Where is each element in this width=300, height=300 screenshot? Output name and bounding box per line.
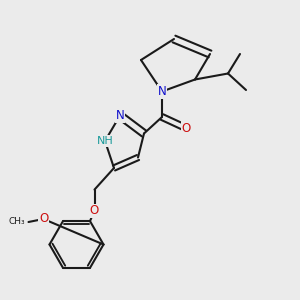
Text: N: N xyxy=(158,85,166,98)
Text: N: N xyxy=(116,109,124,122)
Text: NH: NH xyxy=(97,136,113,146)
Text: O: O xyxy=(182,122,190,135)
Text: CH₃: CH₃ xyxy=(9,218,26,226)
Text: O: O xyxy=(90,204,99,217)
Text: O: O xyxy=(39,212,48,226)
